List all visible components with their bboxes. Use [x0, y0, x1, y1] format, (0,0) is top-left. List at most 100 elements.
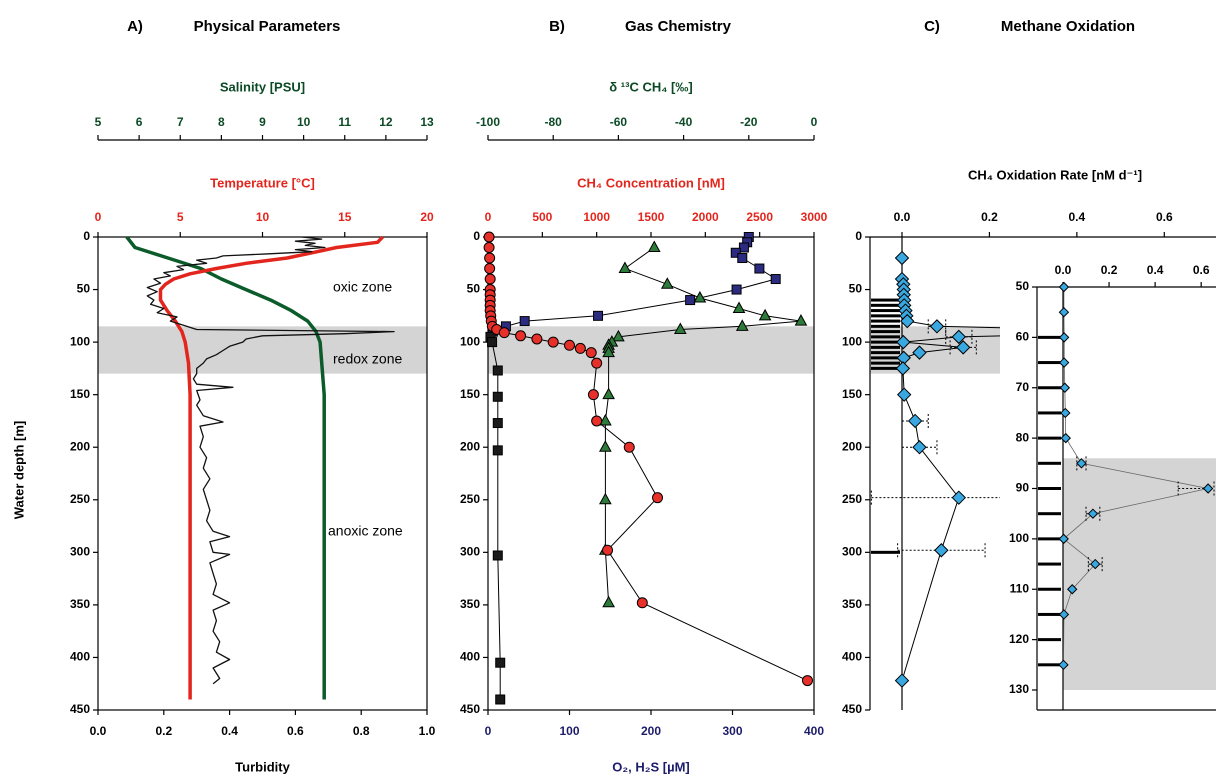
marker: [484, 252, 496, 264]
x-tick-label: -40: [675, 115, 693, 129]
sample-bar: [871, 309, 900, 313]
x-axis-title: Salinity [PSU]: [220, 79, 305, 94]
x-tick-label: 10: [256, 210, 270, 224]
y-tick-label: 200: [70, 439, 90, 453]
sample-bar: [1038, 335, 1061, 339]
marker: [955, 340, 971, 355]
x-tick-label: 5: [177, 210, 184, 224]
x-tick-label: 1000: [583, 210, 610, 224]
x-tick-label: 0.0: [894, 210, 911, 224]
marker: [673, 322, 687, 334]
y-tick-label: 50: [77, 282, 91, 296]
marker: [770, 274, 781, 285]
marker: [647, 240, 661, 253]
marker: [1090, 558, 1101, 570]
marker: [794, 314, 808, 326]
x-axis-title: δ ¹³C CH₄ [‰]: [609, 79, 692, 94]
profile-line: [158, 235, 384, 700]
sample-bar: [871, 314, 900, 318]
y-axis-title: Water depth [m]: [11, 421, 26, 519]
x-tick-label: 11: [338, 115, 351, 129]
marker: [602, 345, 615, 358]
x-axis-title: CH₄ Concentration [nM]: [577, 175, 725, 190]
marker: [732, 301, 746, 313]
x-tick-label: 8: [218, 115, 225, 129]
sample-bar: [1038, 361, 1061, 365]
marker: [738, 242, 749, 253]
x-tick-label: -20: [740, 115, 758, 129]
y-tick-label: 100: [460, 334, 480, 348]
marker: [602, 387, 615, 400]
sample-bar: [1038, 537, 1061, 541]
y-tick-label: 120: [1009, 632, 1029, 646]
y-tick-label: 0: [83, 229, 90, 243]
marker: [623, 441, 635, 453]
x-axis-title: O₂, H₂S [µM]: [612, 759, 690, 774]
y-tick-label: 200: [460, 439, 480, 453]
marker: [492, 391, 503, 402]
sample-bar: [871, 345, 900, 349]
sample-bar: [871, 550, 900, 554]
marker: [934, 543, 949, 558]
marker: [737, 253, 748, 264]
sample-bar: [1038, 612, 1061, 616]
y-tick-label: 450: [460, 702, 480, 716]
x-tick-label: 200: [641, 724, 661, 738]
marker: [1060, 432, 1071, 444]
sample-bar: [1038, 562, 1061, 566]
y-tick-label: 70: [1016, 380, 1030, 394]
y-tick-label: 50: [467, 282, 481, 296]
y-tick-label: 0: [473, 229, 480, 243]
x-tick-label: 3000: [801, 210, 828, 224]
y-tick-label: 100: [70, 334, 90, 348]
marker: [1058, 281, 1070, 293]
panel-title: Gas Chemistry: [625, 18, 732, 35]
panel-title: Methane Oxidation: [1001, 18, 1135, 35]
marker: [894, 250, 910, 266]
marker: [693, 290, 707, 303]
connector-line: [489, 336, 501, 700]
x-axis-title: Turbidity: [235, 759, 290, 774]
x-tick-label: 300: [722, 724, 742, 738]
x-tick-label: 13: [420, 115, 434, 129]
sample-bar: [871, 340, 900, 344]
shaded-zone: [98, 326, 427, 374]
sample-bar: [871, 361, 900, 365]
marker: [587, 389, 599, 401]
marker: [1202, 483, 1214, 494]
marker: [495, 657, 506, 668]
marker: [896, 334, 911, 350]
x-tick-label: 2500: [746, 210, 773, 224]
sample-bar: [871, 319, 900, 323]
y-tick-label: 80: [1016, 430, 1030, 444]
x-tick-label: 0.4: [1069, 210, 1086, 224]
marker: [618, 261, 632, 274]
y-tick-label: 250: [842, 492, 862, 506]
marker: [1058, 357, 1070, 368]
y-tick-label: 200: [842, 439, 862, 453]
x-tick-label: 0: [95, 210, 102, 224]
sample-bar: [871, 298, 900, 302]
marker: [564, 339, 575, 351]
x-tick-label: 0.2: [981, 210, 998, 224]
sample-bar: [871, 324, 900, 328]
panel-title: Physical Parameters: [194, 18, 341, 35]
marker: [574, 342, 586, 354]
sample-bar: [1038, 587, 1061, 591]
marker: [593, 310, 604, 321]
sample-bar: [1038, 386, 1061, 390]
sample-bar: [871, 351, 900, 355]
y-tick-label: 250: [460, 492, 480, 506]
marker: [484, 263, 496, 275]
x-tick-label: 0.8: [353, 724, 370, 738]
marker: [1060, 407, 1071, 419]
marker: [1058, 659, 1069, 671]
sample-bar: [1038, 436, 1061, 440]
x-tick-label: 6: [136, 115, 143, 129]
plot-frame: [487, 236, 815, 711]
marker: [495, 694, 506, 705]
x-tick-label: 0.6: [1193, 263, 1210, 277]
marker: [758, 308, 772, 321]
y-tick-label: 100: [842, 334, 862, 348]
marker: [1058, 609, 1070, 620]
